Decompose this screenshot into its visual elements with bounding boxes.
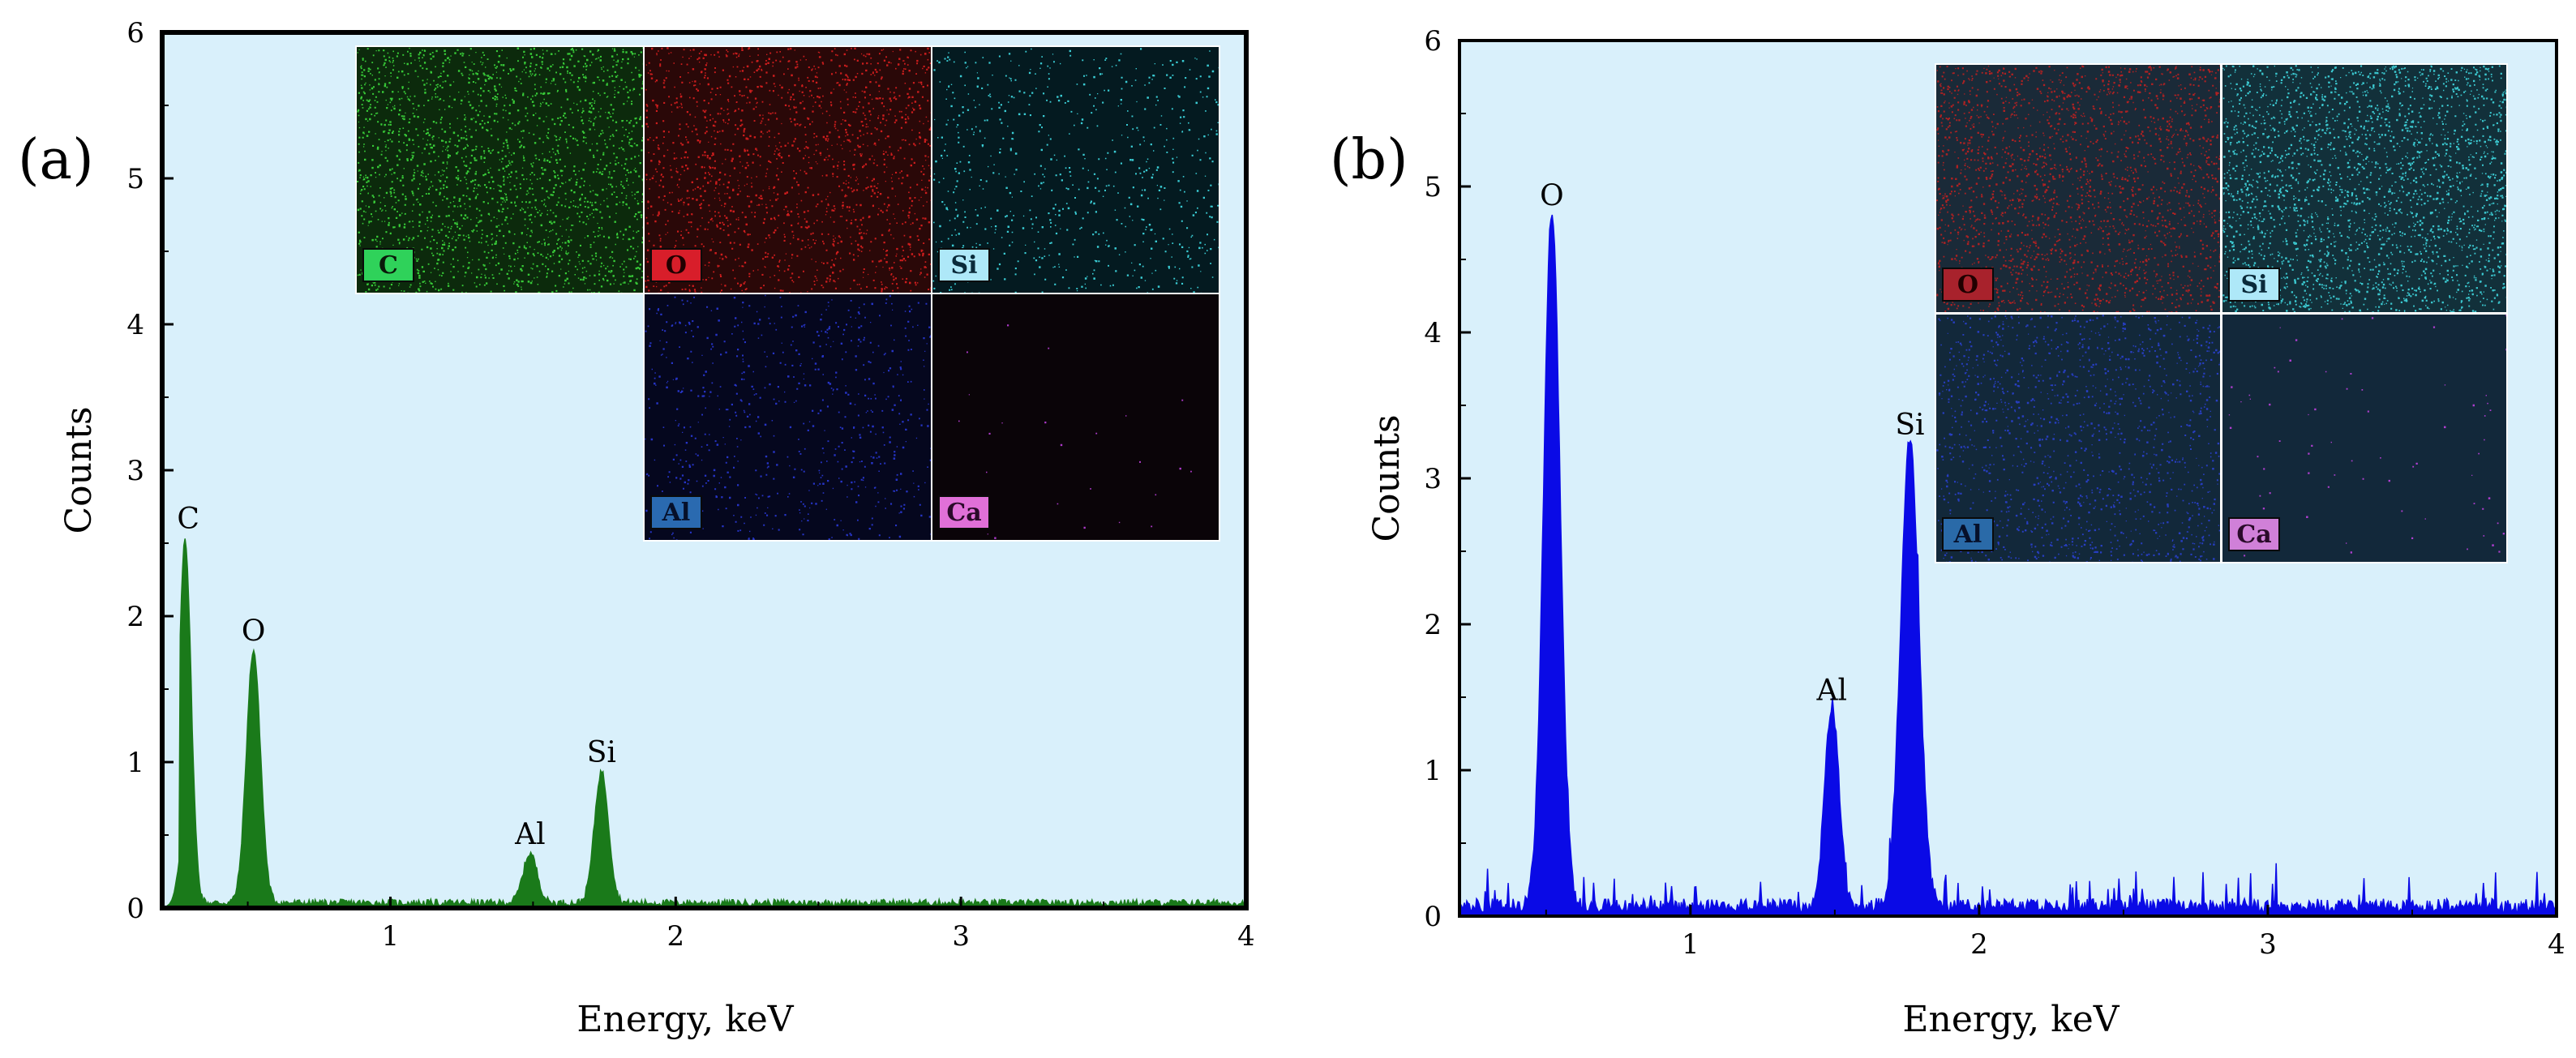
- element-map-si: Si: [932, 47, 1220, 295]
- map-signal-dots: [645, 47, 932, 295]
- map-label-si: Si: [950, 251, 977, 280]
- panel-b-x-ticks: 1 2 3 4: [1545, 905, 2565, 961]
- y-tick-label: 4: [126, 309, 144, 341]
- panel-a: (a) Counts Energy, keV C O Al Si C O Si Al Ca 0…: [18, 17, 1255, 1040]
- panel-b-spectrum: [1459, 214, 2557, 917]
- map-label-o: O: [666, 251, 687, 280]
- panel-a-spectrum: [161, 538, 1247, 909]
- element-map-o: O: [1936, 65, 2222, 314]
- map-label-box: [2228, 268, 2280, 302]
- panel-a-peak-labels: C O Al Si: [177, 503, 616, 851]
- peak-label-o: O: [242, 615, 266, 649]
- y-tick-label: 2: [1424, 609, 1442, 641]
- map-label-o: O: [1957, 271, 1978, 299]
- element-map-si: Si: [2222, 65, 2508, 315]
- element-map-c: C: [357, 47, 645, 294]
- map-border: [931, 293, 1220, 542]
- map-label-al: Al: [662, 499, 691, 527]
- y-tick-label: 6: [1424, 25, 1442, 58]
- map-border: [2221, 313, 2508, 563]
- x-tick-label: 2: [667, 920, 684, 953]
- x-tick-label: 4: [1237, 920, 1255, 953]
- y-tick-label: 5: [126, 163, 144, 195]
- panel-b-plot-frame: [1458, 39, 2558, 918]
- panel-b-ylabel: Counts: [1366, 414, 1408, 542]
- peak-label-si: Si: [1895, 409, 1924, 442]
- x-tick-label: 1: [1682, 928, 1699, 961]
- map-signal-dots: [357, 47, 645, 294]
- panel-b: (b) Counts Energy, keV O Al Si O Si Al Ca 0 1 2…: [1330, 25, 2565, 1040]
- panel-b-y-ticks: 0 1 2 3 4 5 6: [1424, 25, 1471, 933]
- x-tick-label: 3: [2259, 928, 2277, 961]
- map-label-c: C: [379, 251, 398, 280]
- peak-label-al: Al: [1816, 675, 1848, 708]
- map-label-al: Al: [1953, 520, 1982, 549]
- panel-a-plot-frame: [160, 30, 1249, 910]
- panel-b-inset-maps: O Si Al Ca: [1935, 63, 2508, 563]
- y-tick-label: 3: [1424, 463, 1442, 495]
- y-tick-label: 0: [1424, 901, 1442, 933]
- panel-b-xlabel: Energy, keV: [1902, 999, 2120, 1040]
- map-label-box: [1942, 517, 1994, 551]
- panel-b-label: (b): [1330, 128, 1408, 192]
- y-tick-label: 4: [1424, 317, 1442, 349]
- element-map-ca: Ca: [2222, 315, 2508, 562]
- panel-a-label: (a): [18, 128, 94, 192]
- y-tick-label: 1: [126, 747, 144, 779]
- peak-label-al: Al: [514, 818, 546, 851]
- map-label-box: [1942, 268, 1994, 302]
- map-label-box: [938, 248, 990, 282]
- map-signal-dots: [2222, 65, 2508, 315]
- element-map-o: O: [645, 47, 932, 295]
- y-tick-label: 6: [126, 17, 144, 49]
- map-label-si: Si: [2240, 271, 2267, 299]
- panel-a-xlabel: Energy, keV: [576, 999, 794, 1040]
- x-tick-label: 1: [382, 920, 400, 953]
- peak-label-si: Si: [587, 736, 616, 769]
- panel-a-x-ticks: 1 2 3 4: [246, 897, 1255, 953]
- map-label-box: [938, 495, 990, 529]
- panel-a-ylabel: Counts: [58, 406, 100, 533]
- map-label-box: [650, 495, 702, 529]
- y-tick-label: 0: [126, 893, 144, 925]
- element-map-al: Al: [1936, 315, 2222, 563]
- y-tick-label: 2: [126, 601, 144, 633]
- map-label-box: [362, 248, 414, 282]
- map-label-ca: Ca: [2236, 520, 2271, 549]
- y-tick-label: 5: [1424, 171, 1442, 203]
- peak-label-o: O: [1540, 179, 1564, 212]
- spectrum-area: [161, 538, 1247, 909]
- panel-b-peak-labels: O Al Si: [1540, 179, 1924, 707]
- map-label-box: [650, 248, 702, 282]
- x-tick-label: 3: [952, 920, 970, 953]
- y-tick-label: 3: [126, 455, 144, 487]
- y-tick-label: 1: [1424, 755, 1442, 787]
- peak-label-c: C: [177, 503, 199, 536]
- element-map-ca: Ca: [932, 294, 1219, 540]
- spectrum-area: [1459, 214, 2557, 917]
- element-map-al: Al: [645, 294, 932, 542]
- x-tick-label: 4: [2548, 928, 2565, 961]
- map-label-box: [2228, 517, 2280, 551]
- x-tick-label: 2: [1970, 928, 1988, 961]
- panel-a-inset-maps: C O Si Al Ca: [355, 45, 1220, 542]
- map-label-ca: Ca: [946, 499, 981, 527]
